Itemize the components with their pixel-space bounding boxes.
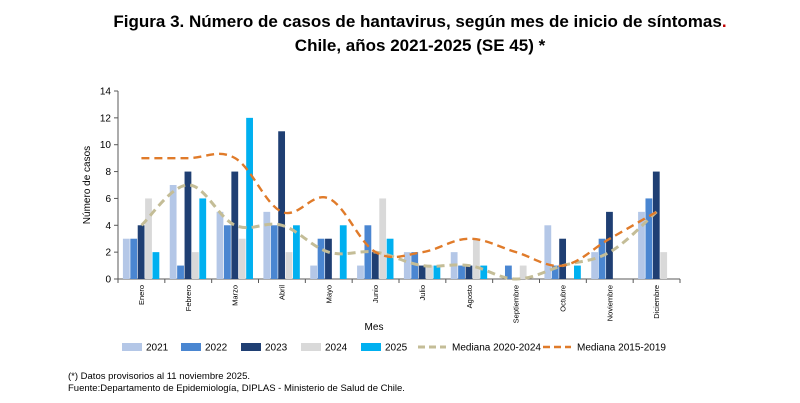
bar-2023-abril [278,131,286,279]
y-tick-label-0: 0 [105,275,111,286]
footnote-provisional: (*) Datos provisorios al 11 noviembre 20… [68,371,250,382]
y-tick-label-2: 2 [105,248,111,259]
y-tick-label-10: 10 [100,140,112,151]
bar-2023-marzo [231,171,239,279]
bar-2023-julio [418,265,426,279]
y-tick-label-12: 12 [100,113,112,124]
x-axis-label: Mes [365,322,384,333]
bars-group [122,117,668,279]
y-tick-label-8: 8 [105,167,111,178]
legend-label-mediana-2020-2024: Mediana 2020-2024 [452,343,541,354]
bar-2022-agosto [458,265,465,279]
bar-2022-abril [270,225,278,279]
bar-2021-octubre [544,225,552,279]
x-tick-label-febrero: Febrero [184,285,193,311]
bar-2022-enero [130,238,138,279]
y-tick-label-4: 4 [105,221,111,232]
bar-2025-octubre [574,265,581,279]
bar-2025-abril [293,225,300,279]
bar-2023-enero [137,225,145,279]
x-tick-label-diciembre: Diciembre [652,285,661,319]
bar-2022-marzo [223,225,231,279]
bar-2024-diciembre [660,252,668,279]
bar-2024-julio [426,265,433,279]
bar-2023-febrero [184,171,192,279]
bar-2023-mayo [325,238,332,279]
bar-2025-junio [386,238,394,279]
legend-swatch-2022 [181,343,201,351]
legend-label-2022: 2022 [205,343,228,354]
chart: 0 2 4 6 8 10 12 14 Número de casos Enero Febrero Ma… [82,87,681,354]
bar-2024-febrero [191,252,199,279]
bar-2021-noviembre [591,252,599,279]
bar-2023-diciembre [652,171,660,279]
bar-2021-enero [122,238,130,279]
bar-2021-mayo [310,265,318,279]
bar-2024-agosto [472,238,480,279]
bar-2024-marzo [238,238,246,279]
chart-title-line1: Figura 3. Número de casos de hantavirus,… [113,12,727,31]
chart-title-line2: Chile, años 2021-2025 (SE 45) * [294,36,546,55]
y-axis-label: Número de casos [82,146,93,224]
bar-2024-septiembre [519,265,527,279]
bar-2023-junio [371,252,379,279]
x-tick-label-septiembre: Septiembre [512,285,521,323]
title-dot: . [721,12,727,31]
bar-2021-julio [403,252,411,279]
bar-2022-julio [411,252,419,279]
bar-2021-febrero [169,185,177,279]
bar-2022-septiembre [504,265,512,279]
legend-label-2024: 2024 [325,343,348,354]
bar-2025-febrero [199,198,207,279]
bar-2025-mayo [339,225,347,279]
bar-2022-octubre [551,265,559,279]
footnotes: (*) Datos provisorios al 11 noviembre 20… [68,371,405,395]
bar-2022-febrero [177,265,184,279]
bar-2022-mayo [317,238,325,279]
legend-label-mediana-2015-2019: Mediana 2015-2019 [577,343,666,354]
legend-swatch-2025 [361,343,381,351]
bar-2023-octubre [559,238,567,279]
bar-2023-noviembre [606,211,613,279]
legend-label-2023: 2023 [265,343,288,354]
x-tick-label-marzo: Marzo [231,285,240,306]
bar-2021-diciembre [638,211,645,279]
x-tick-label-agosto: Agosto [465,285,474,308]
x-tick-label-noviembre: Noviembre [605,285,614,321]
bar-2022-diciembre [645,198,653,279]
y-tick-label-6: 6 [105,194,111,205]
x-tick-label-abril: Abril [277,285,286,300]
bar-2025-julio [433,265,441,279]
bar-2021-junio [357,265,364,279]
bar-2025-agosto [480,265,488,279]
legend-label-2025: 2025 [385,343,408,354]
legend-swatch-2023 [241,343,261,351]
bar-2021-abril [263,211,271,279]
legend: 2021 2022 2023 2024 2025 Mediana 2020-2024 Med… [122,343,666,354]
bar-2024-enero [145,198,152,279]
bar-2025-enero [152,252,160,279]
y-tick-label-14: 14 [100,87,112,98]
bar-2024-abril [285,252,293,279]
x-tick-label-mayo: Mayo [324,285,333,303]
bar-2025-marzo [246,117,253,279]
footnote-source: Fuente:Departamento de Epidemiología, DI… [68,383,405,394]
x-tick-label-enero: Enero [137,285,146,305]
legend-label-2021: 2021 [146,343,169,354]
bar-2022-noviembre [598,238,606,279]
legend-swatch-2021 [122,343,142,351]
legend-swatch-2024 [301,343,321,351]
bar-2024-junio [379,198,387,279]
x-tick-label-junio: Junio [371,285,380,303]
line-mediana-2015-2019 [141,152,658,268]
bar-2023-agosto [465,265,473,279]
x-tick-label-julio: Julio [418,285,427,300]
bar-2021-marzo [216,211,224,279]
x-tick-label-octubre: Octubre [558,285,567,312]
